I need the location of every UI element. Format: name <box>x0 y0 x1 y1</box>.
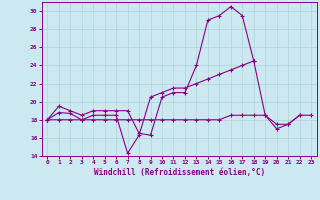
X-axis label: Windchill (Refroidissement éolien,°C): Windchill (Refroidissement éolien,°C) <box>94 168 265 177</box>
